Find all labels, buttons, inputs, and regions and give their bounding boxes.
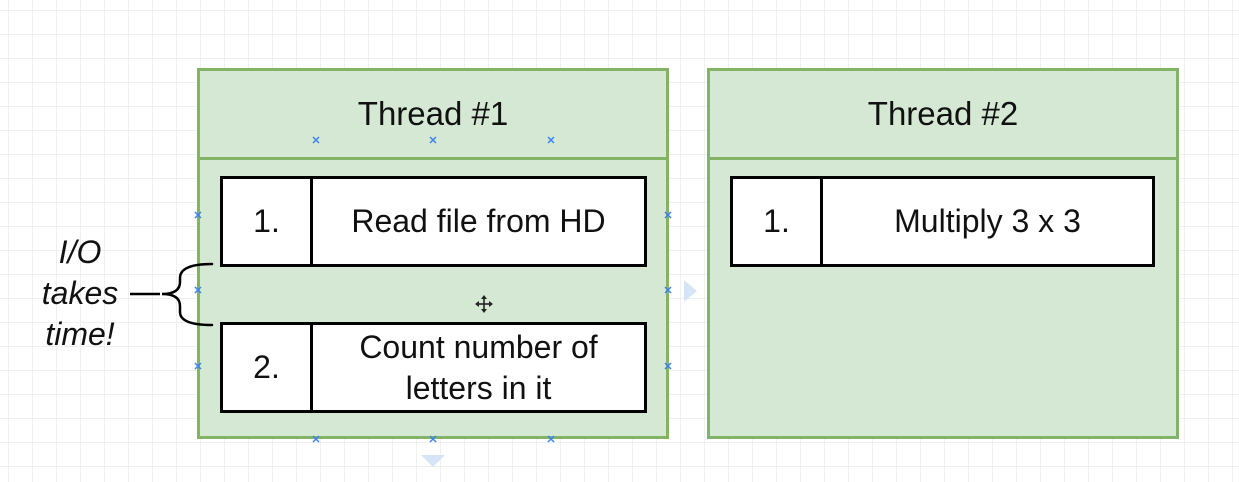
connect-arrow-right-icon[interactable] [684,280,697,302]
task-number: 2. [223,325,313,410]
thread-2-title: Thread #2 [710,71,1176,160]
task-description: Read file from HD [351,203,606,239]
thread-1-container[interactable]: Thread #1 1. Read file from HD 2. Count … [197,68,669,439]
io-annotation-label: I/O takes time! [41,234,119,352]
thread-1-task-2[interactable]: 2. Count number of letters in it [220,322,647,413]
thread-2-task-1[interactable]: 1. Multiply 3 x 3 [730,176,1155,267]
thread-1-title: Thread #1 [200,71,666,160]
task-number: 1. [223,179,313,264]
task-number: 1. [733,179,823,264]
thread-2-container[interactable]: Thread #2 1. Multiply 3 x 3 [707,68,1179,439]
thread-1-task-1[interactable]: 1. Read file from HD [220,176,647,267]
connect-arrow-down-icon[interactable] [421,455,445,467]
task-description: Multiply 3 x 3 [894,203,1081,239]
task-description: Count number of letters in it [359,328,598,406]
